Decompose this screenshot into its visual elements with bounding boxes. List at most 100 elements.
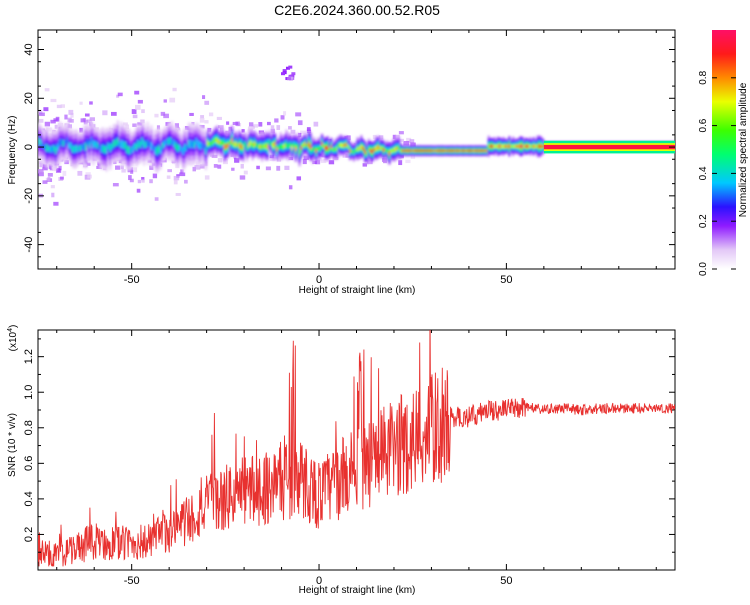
spectrogram-cell — [204, 175, 210, 180]
spectrogram-cell — [112, 183, 119, 187]
spectrogram-cell — [412, 149, 415, 152]
spectrogram-cell — [217, 164, 222, 169]
colorbar-gradient — [712, 30, 736, 269]
colorbar-tick-label: 0.6 — [698, 118, 709, 132]
spectrogram-cell — [137, 99, 143, 104]
spectrogram-cell — [287, 144, 290, 150]
spectrogram-cell — [403, 141, 410, 146]
spectrogram-cell — [300, 130, 306, 134]
spectrogram-cell — [55, 168, 62, 173]
spectrogram-cell — [324, 146, 327, 151]
spectrogram-ylabel: Frequency (Hz) — [7, 116, 18, 185]
spectrogram-cell — [378, 135, 384, 140]
spectrogram-cell — [58, 165, 62, 171]
spectrogram-cell — [497, 144, 500, 149]
spectrogram-ytick-label: -40 — [23, 237, 35, 253]
spectrogram-cell — [43, 107, 49, 112]
spectrogram-cell — [399, 149, 402, 153]
spectrogram-cell — [163, 113, 169, 119]
spectrogram-cell — [302, 159, 307, 165]
spectrogram-cell — [116, 137, 119, 146]
spectrogram-cell — [141, 177, 145, 181]
spectrogram-cell — [275, 147, 279, 152]
spectrogram-cell — [438, 149, 442, 152]
spectrogram-cell — [442, 149, 445, 152]
spectrogram-cell — [154, 113, 159, 118]
snr-frame — [37, 329, 676, 571]
spectrogram-cell — [184, 143, 187, 152]
spectrogram-cell — [44, 121, 51, 127]
spectrogram-cell — [115, 165, 121, 170]
spectrogram-cell — [487, 144, 490, 149]
spectrogram-cell — [453, 149, 457, 152]
spectrogram-cell — [395, 134, 400, 140]
spectrogram-cell — [79, 127, 84, 133]
spectrogram-cell — [281, 144, 284, 150]
spectrogram-cell — [541, 144, 545, 148]
spectrogram-cell — [89, 101, 93, 105]
spectrogram-cell — [528, 144, 532, 149]
spectrogram-cell — [319, 146, 322, 151]
spectrogram-cell — [410, 142, 416, 147]
spectrogram-cell — [339, 143, 342, 148]
spectrogram-cell — [498, 144, 502, 148]
spectrogram-cell — [255, 142, 258, 147]
spectrogram-cell — [249, 140, 252, 146]
spectrogram-cell — [195, 137, 198, 145]
spectrogram-cell — [62, 140, 65, 147]
spectrogram-cell — [163, 140, 166, 147]
chart-title: C2E6.2024.360.00.52.R05 — [274, 2, 440, 18]
spectrogram-cell — [166, 175, 171, 179]
spectrogram-cell — [96, 142, 99, 149]
spectrogram-cell — [350, 149, 354, 153]
spectrogram-cell — [232, 121, 239, 126]
spectrogram-cell — [283, 111, 287, 116]
spectrogram-cell — [330, 145, 333, 149]
spectrogram-cell — [392, 148, 395, 153]
spectrogram-cell — [141, 137, 144, 145]
spectrogram-cell — [294, 146, 297, 152]
spectrogram-cell — [180, 146, 183, 153]
spectrogram-cell — [184, 126, 191, 131]
spectrogram-cell — [238, 142, 241, 149]
spectrogram-cell — [295, 112, 302, 117]
spectrogram-outlier — [280, 65, 296, 81]
spectrogram-cell — [392, 134, 397, 139]
spectrogram-cell — [159, 147, 163, 155]
spectrogram-cell — [124, 141, 127, 149]
spectrogram-cell — [110, 111, 117, 116]
spectrogram-cell — [84, 142, 88, 151]
spectrogram-cell — [260, 143, 264, 150]
spectrogram-cell — [151, 162, 156, 166]
spectrogram-cell — [127, 146, 131, 155]
spectrogram-cell — [112, 140, 116, 148]
spectrogram-cell — [192, 166, 197, 172]
spectrogram-cell — [362, 146, 365, 151]
spectrogram-cell — [282, 69, 287, 73]
spectrogram-cell — [372, 134, 377, 139]
spectrogram-cell — [107, 142, 110, 150]
spectrogram-cell — [290, 145, 294, 151]
spectrogram-band — [38, 120, 675, 174]
spectrogram-cell — [156, 125, 160, 130]
spectrogram-cell — [208, 141, 211, 147]
snr-ytick-label: 1.2 — [23, 349, 35, 364]
spectrogram-cell — [109, 144, 112, 153]
spectrogram-cell — [416, 149, 419, 152]
spectrogram-cell — [270, 125, 275, 129]
spectrogram-cell — [536, 144, 539, 149]
spectrogram-cell — [232, 142, 236, 147]
spectrogram-cell — [457, 149, 460, 152]
spectrogram-cell — [64, 114, 68, 120]
snr-scale-label: (x104) — [7, 325, 19, 352]
spectrogram-cell — [174, 123, 179, 128]
spectrogram-cell — [204, 100, 210, 105]
spectrogram-cell — [77, 170, 83, 176]
spectrogram-cell — [47, 145, 50, 152]
spectrogram-cell — [296, 143, 299, 149]
spectrogram-cell — [378, 146, 382, 151]
spectrogram-cell — [437, 149, 440, 152]
spectrogram-cell — [366, 159, 373, 165]
spectrogram-cell — [176, 144, 179, 152]
